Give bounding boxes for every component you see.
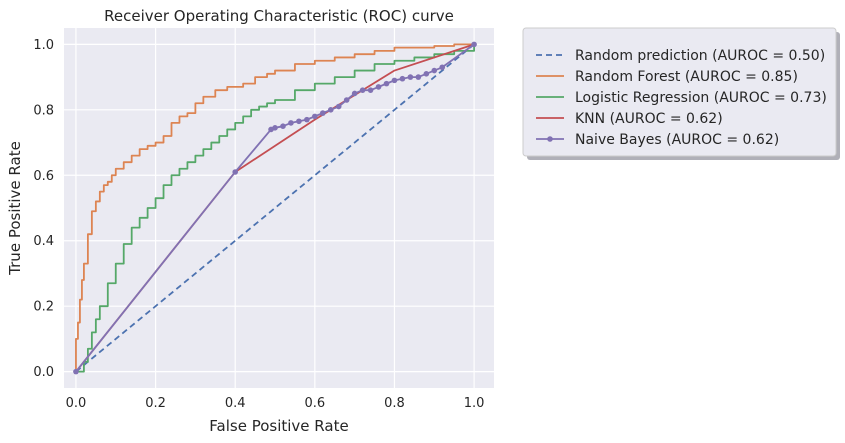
naive-bayes-point	[280, 123, 286, 129]
legend-label: Naive Bayes (AUROC = 0.62)	[575, 132, 779, 148]
naive-bayes-point	[272, 125, 278, 131]
legend-label: KNN (AUROC = 0.62)	[575, 111, 723, 127]
legend: Random prediction (AUROC = 0.50) Random F…	[522, 27, 840, 160]
naive-bayes-point	[73, 368, 79, 375]
naive-bayes-point	[335, 103, 342, 110]
x-tick-label: 0.2	[145, 396, 166, 411]
naive-bayes-point	[351, 90, 358, 97]
legend-marker	[547, 136, 553, 142]
tick-labels: 0.0 0.2 0.4 0.6 0.8 1.0 0.0 0.2 0.4 0.6 0.8 1.0	[33, 38, 484, 411]
y-axis-title: True Positive Rate	[6, 141, 24, 276]
random-forest-line	[75, 43, 475, 372]
naive-bayes-point	[423, 71, 430, 77]
naive-bayes-point	[232, 169, 239, 175]
y-tick-label: 0.8	[33, 103, 54, 118]
naive-bayes-point	[296, 118, 302, 125]
naive-bayes-point	[391, 77, 398, 84]
naive-bayes-point	[327, 107, 334, 113]
y-tick-label: 1.0	[33, 38, 54, 53]
legend-label: Random prediction (AUROC = 0.50)	[575, 48, 825, 64]
naive-bayes-point	[375, 84, 382, 90]
naive-bayes-point	[431, 67, 438, 74]
legend-items: Random prediction (AUROC = 0.50) Random F…	[536, 48, 827, 148]
logistic-regression-line	[75, 44, 475, 373]
naive-bayes-point	[288, 120, 294, 126]
naive-bayes-point	[439, 64, 446, 71]
chart-title: Receiver Operating Characteristic (ROC) …	[104, 7, 454, 25]
y-tick-label: 0.4	[33, 234, 54, 249]
random-prediction-line	[75, 43, 475, 373]
legend-label: Logistic Regression (AUROC = 0.73)	[575, 90, 827, 106]
y-tick-label: 0.0	[33, 365, 54, 380]
grid-lines	[64, 28, 494, 388]
naive-bayes-point	[407, 74, 414, 80]
x-tick-label: 0.8	[384, 396, 405, 411]
naive-bayes-point	[304, 116, 310, 123]
naive-bayes-point	[415, 74, 422, 80]
legend-box	[522, 27, 837, 157]
x-tick-label: 0.6	[304, 396, 325, 411]
naive-bayes-point	[359, 87, 366, 93]
y-tick-label: 0.6	[33, 169, 54, 184]
legend-label: Random Forest (AUROC = 0.85)	[575, 69, 798, 85]
naive-bayes-point	[367, 87, 374, 93]
naive-bayes-point	[383, 80, 390, 87]
x-tick-label: 0.0	[66, 396, 87, 411]
x-tick-label: 1.0	[464, 396, 485, 411]
x-tick-label: 0.4	[225, 396, 246, 411]
naive-bayes-point	[312, 113, 318, 120]
naive-bayes-point	[343, 97, 350, 103]
naive-bayes-point	[399, 75, 406, 82]
naive-bayes-point	[319, 110, 326, 116]
series-layer	[73, 41, 477, 375]
x-axis-title: False Positive Rate	[209, 417, 348, 435]
y-tick-label: 0.2	[33, 300, 54, 315]
naive-bayes-point	[471, 41, 477, 48]
plot-background	[64, 28, 494, 388]
